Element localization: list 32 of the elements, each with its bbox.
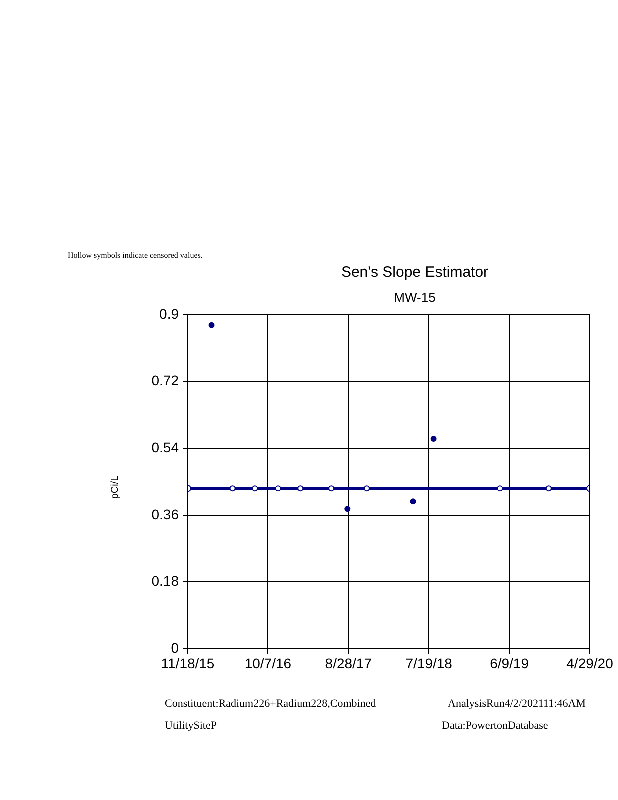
point <box>546 486 552 492</box>
point <box>230 486 236 492</box>
point <box>252 486 258 492</box>
chart-subtitle: MW-15 <box>393 290 437 305</box>
point <box>328 486 335 492</box>
x-tick-label: 6/9/19 <box>490 655 530 672</box>
point <box>364 486 370 492</box>
y-tick-label: 0.18 <box>152 573 180 590</box>
point <box>344 506 351 512</box>
y-tick-label: 0.72 <box>152 372 180 389</box>
point <box>410 498 416 505</box>
x-tick-label: 11/18/15 <box>161 655 215 672</box>
chart-title: Sen's Slope Estimator <box>340 264 490 281</box>
x-tick-label: 4/29/20 <box>566 655 614 672</box>
y-tick-label: 0.9 <box>160 306 180 322</box>
text: UtilitySiteP <box>165 720 217 732</box>
y-tick-label: 0.36 <box>152 506 180 522</box>
y-tick-label: 0.54 <box>152 439 180 456</box>
point <box>430 436 437 442</box>
point <box>298 486 304 492</box>
y-axis-title: pCi/L <box>110 476 122 500</box>
point <box>275 486 282 492</box>
x-tick-label: 7/19/18 <box>406 655 453 672</box>
y-tick-label: 0 <box>171 640 180 656</box>
text: Hollow symbols indicate censored values. <box>68 251 203 260</box>
text: AnalysisRun4/2/202111:46AM <box>448 698 586 710</box>
x-tick-label: 8/28/17 <box>325 655 372 672</box>
point <box>208 322 215 328</box>
text: Constituent:Radium226+Radium228,Combined <box>165 698 376 710</box>
x-tick-label: 10/7/16 <box>244 655 292 672</box>
point <box>497 486 504 492</box>
text: Data:PowertonDatabase <box>442 720 548 732</box>
